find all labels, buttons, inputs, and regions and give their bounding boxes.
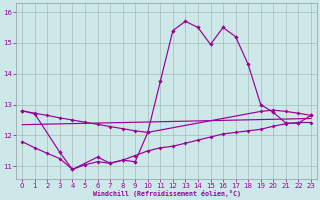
- X-axis label: Windchill (Refroidissement éolien,°C): Windchill (Refroidissement éolien,°C): [92, 190, 241, 197]
